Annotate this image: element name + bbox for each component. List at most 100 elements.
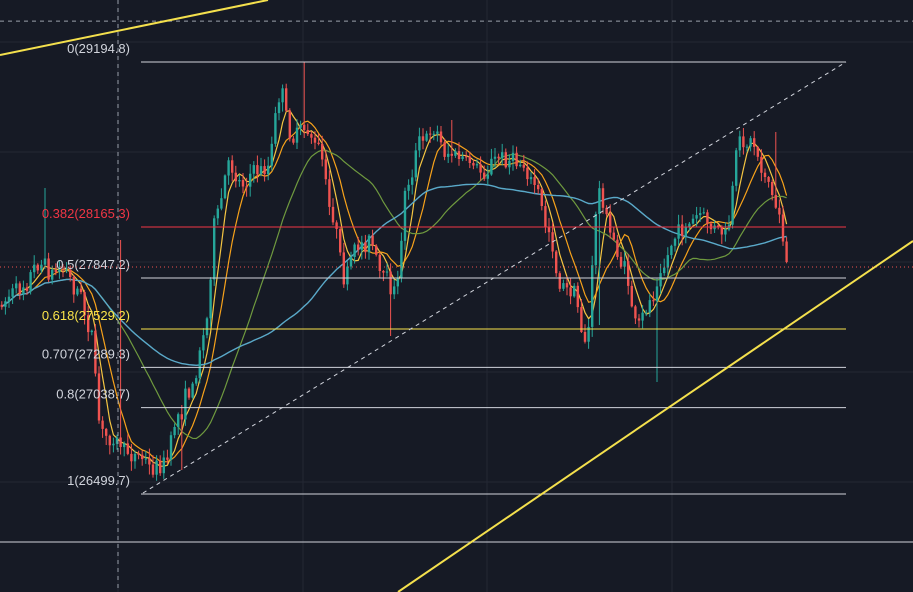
candle-body: [0, 304, 4, 307]
candle-body: [162, 457, 165, 474]
candle-body: [130, 453, 133, 462]
candle-body: [760, 156, 763, 173]
candle-116: [418, 127, 421, 158]
candle-body: [249, 173, 252, 187]
candle-body: [15, 283, 18, 289]
candle-135: [486, 165, 489, 185]
candle-body: [195, 378, 198, 384]
candle-body: [735, 150, 738, 186]
candle-body: [504, 152, 507, 168]
candle-144: [519, 159, 522, 168]
fibonacci-retracement[interactable]: 0(29194.8) 0.382(28165.3) 0.5(27847.2) 0.61…: [42, 41, 846, 495]
candle-189: [681, 215, 684, 246]
candle-body: [497, 156, 500, 159]
candle-128: [461, 151, 464, 162]
candle-17: [61, 263, 65, 278]
candle-204: [735, 147, 738, 192]
candle-body: [306, 130, 309, 135]
candle-179: [645, 309, 648, 317]
candle-body: [753, 138, 756, 147]
candle-body: [277, 102, 281, 114]
candle-body: [61, 269, 65, 271]
candle-19: [69, 265, 72, 282]
candle-175: [630, 280, 633, 308]
moving-averages: [1, 109, 788, 467]
candle-body: [591, 265, 594, 327]
candle-body: [11, 288, 14, 297]
candle-28: [101, 416, 104, 438]
candle-body: [774, 194, 777, 208]
candle-body: [659, 273, 662, 287]
candle-body: [756, 147, 759, 157]
candle-91: [328, 170, 331, 216]
candle-210: [756, 145, 759, 161]
candle-body: [411, 177, 414, 185]
candle-96: [346, 261, 349, 291]
candle-body: [403, 190, 407, 241]
candle-body: [148, 458, 151, 465]
candle-70: [252, 161, 255, 183]
candle-body: [385, 271, 389, 273]
candle-body: [594, 214, 597, 266]
candle-body: [400, 240, 403, 279]
candle-114: [411, 169, 414, 195]
candle-body: [529, 177, 533, 180]
candle-97: [349, 251, 353, 270]
candle-body: [522, 164, 525, 168]
candle-body: [688, 223, 691, 228]
candle-58: [209, 277, 212, 328]
candle-214: [771, 179, 774, 201]
candle-body: [670, 245, 673, 256]
candle-body: [54, 269, 57, 273]
candle-183: [659, 263, 662, 294]
candle-5: [18, 281, 21, 300]
candle-body: [83, 292, 86, 316]
lower-trend-line: [397, 240, 913, 592]
candle-body: [65, 269, 68, 271]
candle-body: [126, 443, 129, 454]
candle-42: [151, 455, 155, 478]
candle-body: [562, 283, 565, 289]
candle-body: [493, 156, 497, 159]
candle-118: [425, 130, 428, 142]
candle-body: [69, 269, 72, 277]
candle-26: [94, 324, 97, 377]
candle-body: [202, 335, 205, 351]
candle-206: [742, 128, 745, 155]
candle-66: [238, 174, 241, 187]
candle-43: [155, 455, 158, 481]
candle-body: [547, 227, 551, 233]
candle-body: [36, 264, 39, 271]
candle-107: [385, 263, 389, 277]
candle-body: [558, 273, 561, 289]
candle-167: [601, 183, 605, 214]
candle-11: [40, 259, 43, 274]
candle-body: [583, 332, 587, 342]
candle-138: [497, 153, 500, 165]
candle-body: [447, 153, 450, 157]
candle-73: [263, 159, 266, 182]
candle-body: [241, 180, 245, 187]
candle-body: [781, 214, 785, 242]
candle-124: [447, 144, 450, 163]
candle-161: [580, 299, 583, 333]
candle-body: [76, 288, 79, 295]
candle-145: [522, 154, 525, 172]
candle-146: [526, 161, 529, 186]
candle-body: [141, 454, 144, 460]
candle-body: [450, 153, 453, 156]
candle-body: [483, 172, 486, 179]
candle-136: [490, 148, 493, 176]
candle-body: [47, 258, 50, 280]
candle-30: [108, 434, 111, 455]
candle-body: [601, 188, 605, 208]
candle-139: [501, 143, 504, 166]
candle-215: [774, 132, 777, 209]
candle-31: [112, 437, 115, 453]
candle-body: [436, 131, 439, 134]
candle-125: [450, 120, 453, 163]
candle-body: [267, 165, 270, 175]
candle-154: [555, 250, 558, 277]
